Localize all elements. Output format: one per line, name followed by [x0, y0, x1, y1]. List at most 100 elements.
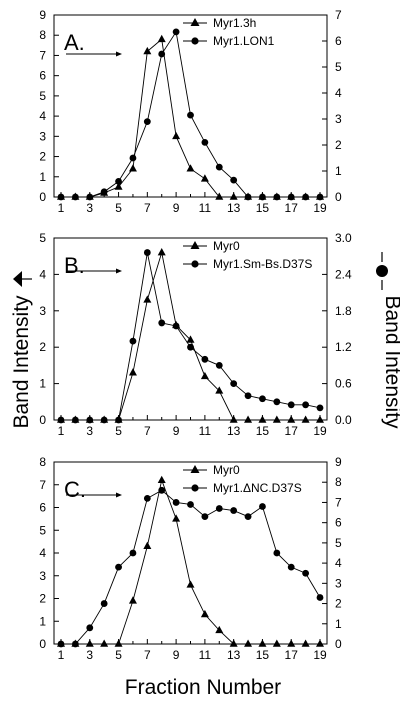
y-right-tick-label: 0.0: [335, 413, 352, 427]
circle-point: [158, 50, 166, 58]
x-tick-label: 1: [58, 648, 65, 662]
x-tick-label: 3: [86, 201, 93, 215]
circle-point: [215, 362, 223, 369]
legend-circle-icon: [191, 260, 199, 268]
x-tick-label: 5: [115, 201, 122, 215]
y-left-tick-label: 6: [39, 501, 46, 515]
triangle-point: [114, 182, 123, 190]
y-right-tick-label: 7: [335, 8, 342, 22]
circle-point: [287, 563, 295, 571]
circle-point: [172, 28, 180, 36]
y-right-tick-label: 6: [335, 34, 342, 48]
y-right-tick-label: 0: [335, 190, 342, 204]
y-right-tick-label: 2: [335, 597, 342, 611]
x-tick-label: 7: [144, 201, 151, 215]
circle-point: [230, 380, 238, 387]
circle-point: [187, 343, 194, 351]
triangle-point: [128, 368, 137, 376]
triangle-point: [85, 639, 94, 647]
legend-label: Myr1.Sm-Bs.D37S: [213, 257, 312, 271]
triangle-point: [272, 415, 281, 423]
y-right-tick-label: 7: [335, 495, 342, 509]
y-left-tick-label: 2: [39, 150, 46, 164]
triangle-point: [287, 415, 296, 423]
y-left-tick-label: 9: [39, 8, 46, 22]
circle-point: [86, 624, 94, 632]
y-right-tick-label: 3: [335, 576, 342, 590]
x-tick-label: 9: [173, 201, 180, 215]
x-tick-label: 19: [313, 424, 327, 438]
panel-label: B.: [64, 253, 85, 278]
y-right-tick-label: 1.2: [335, 340, 352, 354]
legend-label: Myr0: [213, 463, 240, 477]
y-right-tick-label: 6: [335, 516, 342, 530]
x-tick-label: 3: [86, 424, 93, 438]
circle-point: [201, 355, 209, 363]
y-left-tick-label: 0: [39, 190, 46, 204]
triangle-point: [215, 386, 224, 394]
triangle-point: [316, 639, 324, 647]
y-right-tick-label: 1: [335, 164, 342, 178]
circle-point: [115, 178, 122, 185]
triangle-point: [301, 415, 310, 423]
x-tick-label: 7: [144, 424, 151, 438]
triangle-point: [143, 541, 152, 549]
legend-label: Myr1.ΔNC.D37S: [213, 481, 302, 495]
triangle-point: [200, 609, 209, 618]
triangle-point: [114, 639, 123, 647]
circle-point: [273, 193, 281, 201]
circle-point: [287, 401, 295, 409]
y-left-tick-label: 3: [39, 304, 46, 318]
y-right-tick-label: 2: [335, 138, 342, 152]
y-left-tick-label: 1: [39, 170, 46, 184]
series-myr1-nc-d37s: [57, 486, 324, 648]
circle-point: [129, 154, 137, 162]
x-tick-label: 17: [285, 648, 299, 662]
triangle-point: [272, 639, 281, 647]
arrow-head-icon: [116, 492, 122, 498]
triangle-point: [128, 596, 137, 604]
x-tick-label: 17: [285, 201, 299, 215]
circle-point: [273, 398, 281, 406]
circle-point: [143, 249, 151, 256]
triangle-point: [128, 164, 137, 172]
y-left-tick-label: 7: [39, 478, 46, 492]
triangle-point: [258, 415, 267, 423]
triangle-point: [100, 639, 109, 647]
circle-point: [100, 416, 108, 424]
legend-triangle-icon: [190, 18, 200, 26]
triangle-point: [316, 415, 324, 423]
triangle-point: [143, 295, 152, 303]
chart-panel-2: 1 3 5 7 9 11 13 15 17 190123450.00.61.21.82.43.0B…: [39, 231, 352, 438]
x-tick-label: 13: [227, 648, 241, 662]
x-tick-label: 5: [115, 648, 122, 662]
circle-point: [158, 319, 166, 327]
circle-point: [129, 337, 137, 345]
triangle-point: [157, 248, 166, 256]
circle-point: [100, 600, 108, 607]
y-left-tick-label: 3: [39, 569, 46, 583]
circle-point: [259, 503, 266, 510]
circle-point: [115, 416, 122, 424]
triangle-point: [229, 639, 238, 647]
x-tick-label: 5: [115, 424, 122, 438]
x-tick-label: 11: [199, 424, 212, 438]
circle-point: [100, 188, 108, 196]
triangle-point: [287, 639, 296, 647]
x-axis-title: Fraction Number: [125, 676, 281, 699]
y-right-tick-label: 8: [335, 475, 342, 489]
legend-circle-icon: [191, 484, 199, 492]
x-tick-label: 17: [285, 424, 299, 438]
right-y-axis-label: Band Intensity: [381, 295, 400, 429]
x-tick-label: 11: [199, 201, 212, 215]
circle-point: [316, 594, 324, 601]
x-tick-label: 9: [173, 648, 180, 662]
x-tick-label: 15: [256, 424, 270, 438]
triangle-point: [186, 164, 195, 172]
y-right-tick-label: 4: [335, 556, 342, 570]
y-right-tick-label: 5: [335, 60, 342, 74]
y-right-tick-label: 3.0: [335, 231, 352, 245]
left-axis-triangle-icon: [13, 271, 22, 287]
triangle-point: [186, 580, 195, 588]
